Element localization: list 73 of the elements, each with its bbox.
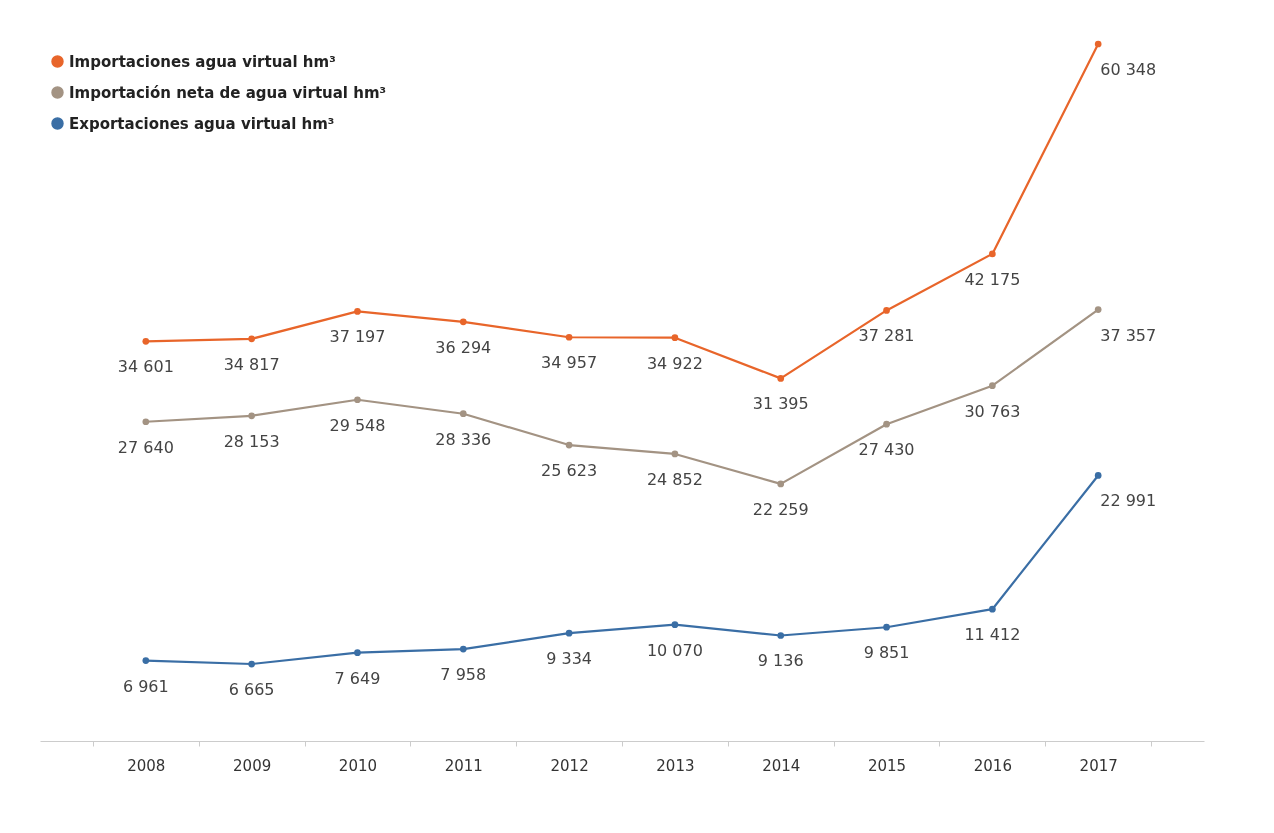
data-label: 27 640 <box>117 437 174 457</box>
point <box>883 307 890 314</box>
point <box>1094 40 1102 48</box>
point <box>354 649 361 656</box>
data-label: 22 991 <box>1100 491 1157 511</box>
x-tick-label: 2010 <box>338 756 378 775</box>
point <box>248 335 255 343</box>
data-label: 34 601 <box>117 357 174 377</box>
x-tick-label: 2015 <box>867 756 907 775</box>
point <box>989 382 996 390</box>
point <box>565 441 573 449</box>
data-label: 28 336 <box>435 429 492 449</box>
data-label: 24 852 <box>646 469 703 489</box>
point <box>1094 306 1102 313</box>
point <box>354 396 361 404</box>
point <box>989 250 996 258</box>
point <box>777 375 785 382</box>
point <box>1094 472 1102 479</box>
point <box>459 318 467 326</box>
point <box>777 632 785 639</box>
point <box>248 660 255 668</box>
data-label: 6 961 <box>122 676 169 696</box>
point <box>671 621 679 629</box>
data-label: 34 817 <box>223 354 280 374</box>
data-label: 36 294 <box>435 337 492 357</box>
data-label: 29 548 <box>329 415 386 435</box>
legend-label: Importación neta de agua virtual hm³ <box>69 83 387 102</box>
data-label: 10 070 <box>646 640 703 660</box>
x-tick-label: 2011 <box>444 756 483 775</box>
legend-label: Importaciones agua virtual hm³ <box>69 52 336 71</box>
data-label: 60 348 <box>1100 60 1157 79</box>
point <box>565 333 573 341</box>
data-label: 9 851 <box>863 643 910 663</box>
data-label: 28 153 <box>223 431 280 451</box>
data-label: 22 259 <box>752 499 809 519</box>
point <box>142 418 150 426</box>
point <box>142 657 150 664</box>
point <box>459 410 467 418</box>
point <box>354 308 361 315</box>
data-label: 11 412 <box>964 625 1021 645</box>
data-label: 30 763 <box>964 401 1021 421</box>
point <box>777 480 785 488</box>
point <box>248 412 255 420</box>
data-label: 6 665 <box>228 680 275 700</box>
x-tick-label: 2017 <box>1079 756 1118 775</box>
x-tick-label: 2016 <box>973 756 1012 775</box>
data-label: 42 175 <box>964 269 1021 289</box>
legend-label: Exportaciones agua virtual hm³ <box>69 114 335 133</box>
data-label: 34 957 <box>541 353 598 373</box>
x-tick-label: 2014 <box>762 756 801 775</box>
data-label: 37 357 <box>1100 325 1157 345</box>
point <box>459 645 467 653</box>
point <box>989 605 996 613</box>
data-label: 37 281 <box>858 326 915 346</box>
data-label: 27 430 <box>858 440 915 460</box>
x-tick-label: 2008 <box>127 756 166 775</box>
data-label: 34 922 <box>646 353 703 373</box>
x-tick-label: 2012 <box>550 756 589 775</box>
point <box>142 338 150 345</box>
x-tick-label: 2009 <box>233 756 272 775</box>
point <box>565 629 573 637</box>
point <box>883 420 890 428</box>
point <box>671 334 679 342</box>
data-label: 37 197 <box>329 327 386 347</box>
point <box>671 450 679 458</box>
data-label: 31 395 <box>752 394 809 414</box>
x-tick-label: 2013 <box>656 756 695 775</box>
point <box>883 623 890 631</box>
data-label: 25 623 <box>541 461 598 481</box>
data-label: 7 958 <box>440 665 487 685</box>
data-label: 9 334 <box>546 649 592 669</box>
data-label: 9 136 <box>757 651 804 671</box>
data-label: 7 649 <box>334 668 381 688</box>
